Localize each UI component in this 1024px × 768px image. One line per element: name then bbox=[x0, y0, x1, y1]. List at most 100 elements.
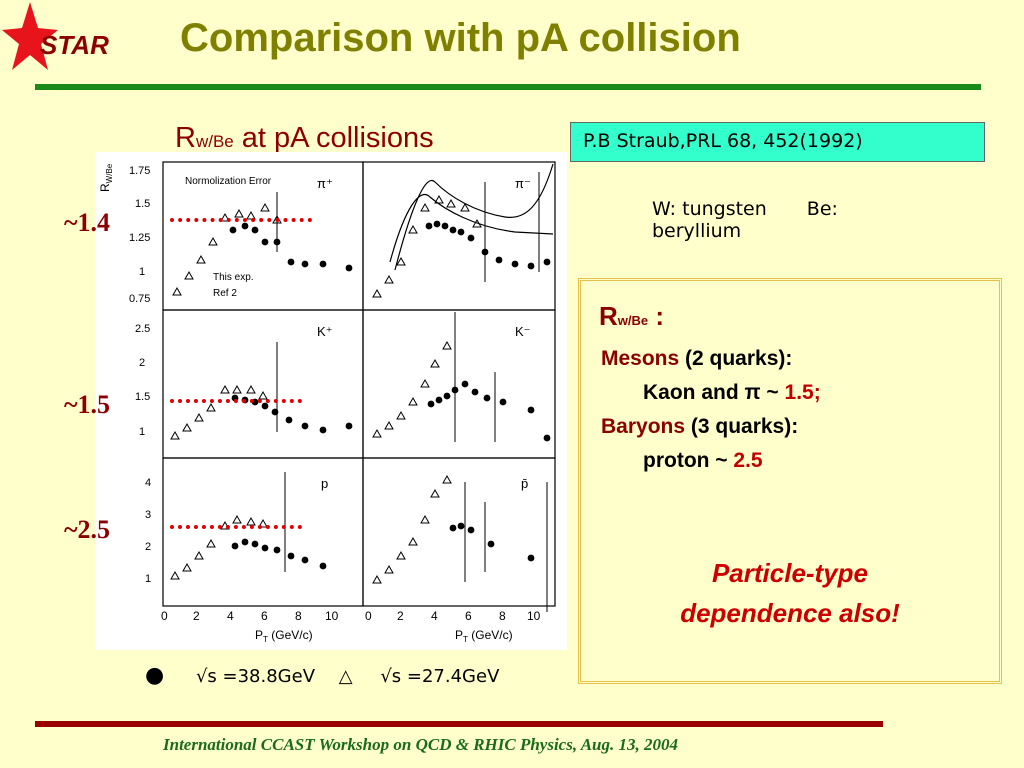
filled-marker bbox=[443, 392, 451, 400]
filled-marker bbox=[527, 554, 535, 562]
caption-rest: at pA collisions bbox=[233, 122, 434, 154]
panel-label-k-plus: K⁺ bbox=[317, 324, 333, 339]
filled-marker bbox=[287, 258, 295, 266]
open-marker bbox=[396, 256, 406, 266]
panel-legend-norm: Normolization Error bbox=[185, 176, 272, 187]
open-marker bbox=[258, 390, 268, 400]
panel-label-pbar: p̄ bbox=[521, 476, 528, 491]
data-markers bbox=[170, 172, 551, 612]
filled-marker bbox=[457, 522, 465, 530]
filled-marker bbox=[287, 552, 295, 560]
filled-marker bbox=[457, 228, 465, 236]
mesons-word: Mesons bbox=[601, 347, 680, 370]
panel-frame-p bbox=[162, 457, 364, 607]
y-tick: 0.75 bbox=[129, 293, 150, 305]
summary-r-sub: w/Be bbox=[617, 313, 649, 328]
y-tick: 1.5 bbox=[135, 391, 150, 403]
y-tick: 1 bbox=[139, 426, 145, 438]
conclusion-text: Particle-type dependence also! bbox=[581, 553, 999, 633]
kaon-value: 1.5; bbox=[784, 381, 821, 404]
open-marker bbox=[442, 474, 452, 484]
legend-filled-label: √s =38.8GeV bbox=[195, 666, 316, 687]
y-ticks-p: 1 2 3 4 bbox=[145, 477, 151, 585]
summary-r: R bbox=[599, 301, 618, 331]
proton-value: 2.5 bbox=[733, 449, 763, 472]
mesons-rest: (2 quarks): bbox=[679, 347, 793, 370]
open-marker bbox=[260, 202, 270, 212]
filled-marker bbox=[425, 222, 433, 230]
open-marker bbox=[206, 538, 216, 548]
x-tick: 8 bbox=[295, 609, 302, 623]
filled-marker bbox=[319, 260, 327, 268]
filled-marker bbox=[261, 402, 269, 410]
proton-line: proton ~ 2.5 bbox=[643, 449, 763, 473]
elements-note: W: tungsten Be: beryllium bbox=[652, 198, 838, 242]
y-axis-label: RW/Be bbox=[98, 163, 114, 192]
x-axis-label-right: PT (GeV/c) bbox=[455, 628, 513, 644]
caption-subscript: w/Be bbox=[195, 132, 234, 151]
x-tick: 0 bbox=[161, 609, 168, 623]
open-marker bbox=[420, 202, 430, 212]
kaon-text: Kaon and π ~ bbox=[643, 381, 785, 404]
footer-text: International CCAST Workshop on QCD & RH… bbox=[163, 735, 679, 754]
open-marker bbox=[246, 384, 256, 394]
footer-divider bbox=[35, 721, 883, 727]
open-marker bbox=[460, 202, 470, 212]
filled-marker bbox=[231, 542, 239, 550]
star-logo-text: STAR bbox=[40, 30, 109, 60]
open-marker bbox=[184, 270, 194, 280]
filled-marker bbox=[483, 394, 491, 402]
filled-marker bbox=[251, 226, 259, 234]
open-marker bbox=[206, 402, 216, 412]
filled-marker bbox=[301, 422, 309, 430]
x-tick: 2 bbox=[397, 609, 404, 623]
y-tick: 3 bbox=[145, 509, 151, 521]
baryons-line: Baryons (3 quarks): bbox=[601, 415, 798, 439]
x-axis-label-left: PT (GeV/c) bbox=[255, 628, 313, 644]
y-tick: 1.25 bbox=[129, 232, 150, 244]
open-marker bbox=[472, 218, 482, 228]
filled-marker bbox=[433, 220, 441, 228]
open-marker bbox=[396, 550, 406, 560]
open-marker bbox=[232, 384, 242, 394]
y-tick: 4 bbox=[145, 477, 151, 489]
conclusion-line-1: Particle-type bbox=[711, 558, 869, 588]
ratio-label-p: ~2.5 bbox=[64, 515, 111, 544]
open-triangle-icon: △ bbox=[338, 666, 353, 687]
filled-marker bbox=[427, 400, 435, 408]
summary-colon: : bbox=[648, 301, 665, 331]
open-marker bbox=[220, 384, 230, 394]
open-marker bbox=[208, 236, 218, 246]
tungsten-note: W: tungsten bbox=[652, 198, 767, 220]
open-marker bbox=[234, 208, 244, 218]
y-tick: 1 bbox=[145, 573, 151, 585]
x-ticks-left: 0 2 4 6 8 10 bbox=[161, 609, 339, 623]
open-marker bbox=[170, 570, 180, 580]
y-tick: 2 bbox=[145, 541, 151, 553]
filled-marker bbox=[467, 526, 475, 534]
y-tick: 1 bbox=[139, 266, 145, 278]
filled-marker bbox=[285, 416, 293, 424]
filled-marker bbox=[273, 546, 281, 554]
open-marker bbox=[194, 550, 204, 560]
filled-marker bbox=[449, 524, 457, 532]
open-marker bbox=[408, 224, 418, 234]
x-tick: 6 bbox=[465, 609, 472, 623]
y-tick: 1.5 bbox=[135, 198, 150, 210]
filled-marker bbox=[251, 540, 259, 548]
legend-open-label: √s =27.4GeV bbox=[380, 666, 500, 687]
ratio-label-k: ~1.5 bbox=[64, 390, 111, 419]
filled-marker bbox=[471, 388, 479, 396]
star-logo-icon bbox=[2, 2, 58, 70]
y-ticks-k: 1 1.5 2 2.5 bbox=[135, 323, 150, 438]
filled-marker bbox=[543, 434, 551, 442]
summary-heading: Rw/Be : bbox=[599, 301, 664, 332]
open-marker bbox=[182, 562, 192, 572]
x-tick: 8 bbox=[499, 609, 506, 623]
y-tick: 1.75 bbox=[129, 165, 150, 177]
open-marker bbox=[384, 420, 394, 430]
open-marker bbox=[434, 194, 444, 204]
filled-marker bbox=[261, 238, 269, 246]
open-marker bbox=[446, 198, 456, 208]
x-tick: 10 bbox=[527, 609, 541, 623]
